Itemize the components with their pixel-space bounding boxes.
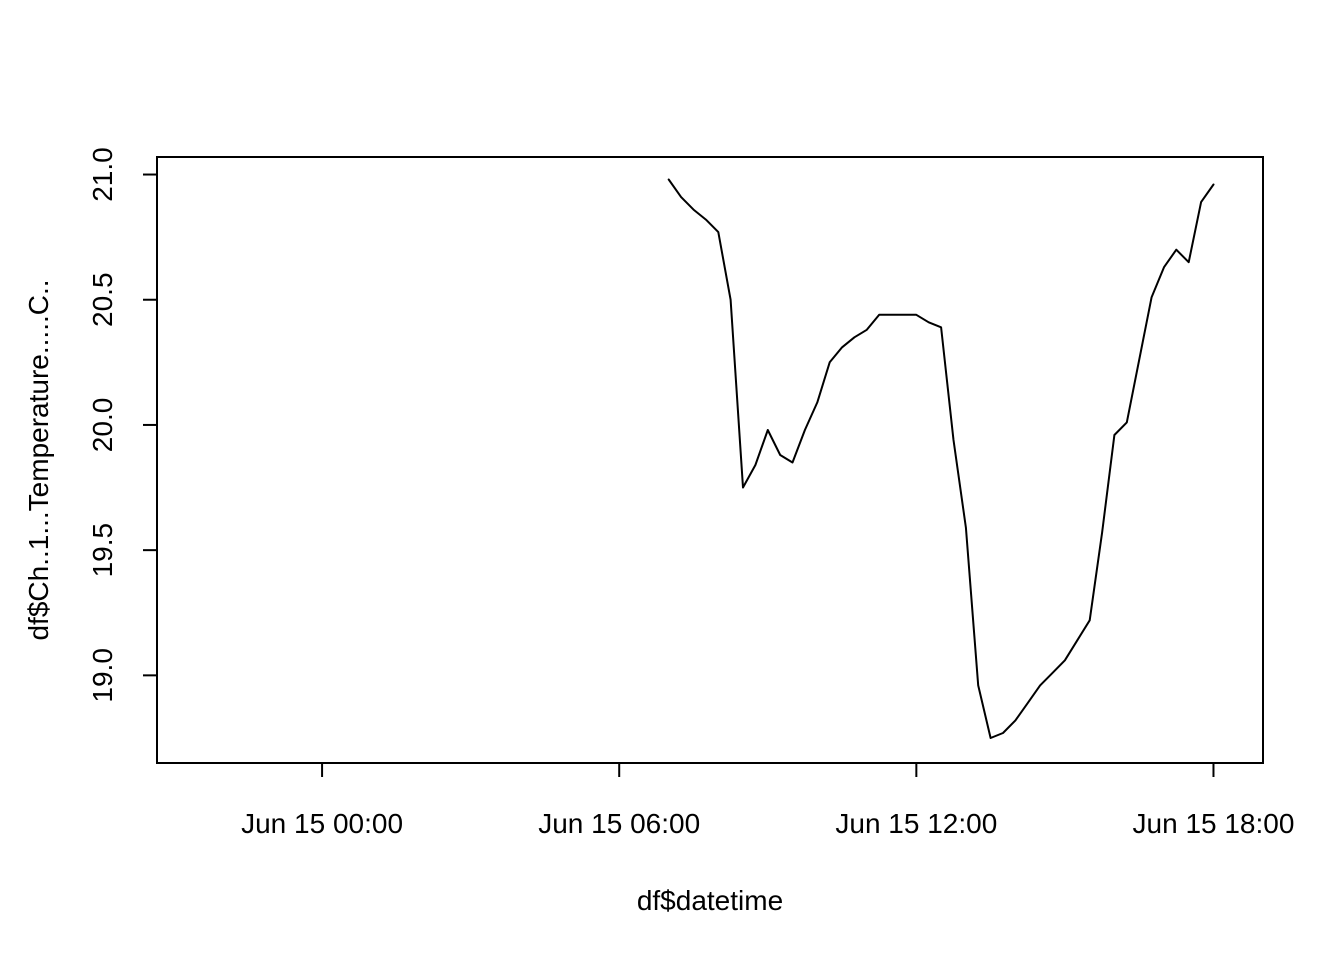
x-axis-label: df$datetime <box>637 885 783 916</box>
y-tick-label: 20.5 <box>87 272 118 327</box>
y-tick-label: 20.0 <box>87 398 118 453</box>
y-tick-label: 19.5 <box>87 523 118 578</box>
y-tick-label: 21.0 <box>87 147 118 202</box>
plot-frame <box>156 156 1264 764</box>
x-tick-label: Jun 15 12:00 <box>835 808 997 839</box>
x-tick-label: Jun 15 06:00 <box>538 808 700 839</box>
y-tick-label: 19.0 <box>87 648 118 703</box>
x-axis: Jun 15 00:00 Jun 15 06:00 Jun 15 12:00 Jun … <box>241 763 1294 839</box>
temperature-series-line <box>667 178 1215 739</box>
x-tick-label: Jun 15 18:00 <box>1133 808 1295 839</box>
y-axis: 19.0 19.5 20.0 20.5 21.0 <box>87 147 157 703</box>
x-tick-label: Jun 15 00:00 <box>241 808 403 839</box>
y-axis-label: df$Ch..1...Temperature.....C.. <box>23 279 54 640</box>
